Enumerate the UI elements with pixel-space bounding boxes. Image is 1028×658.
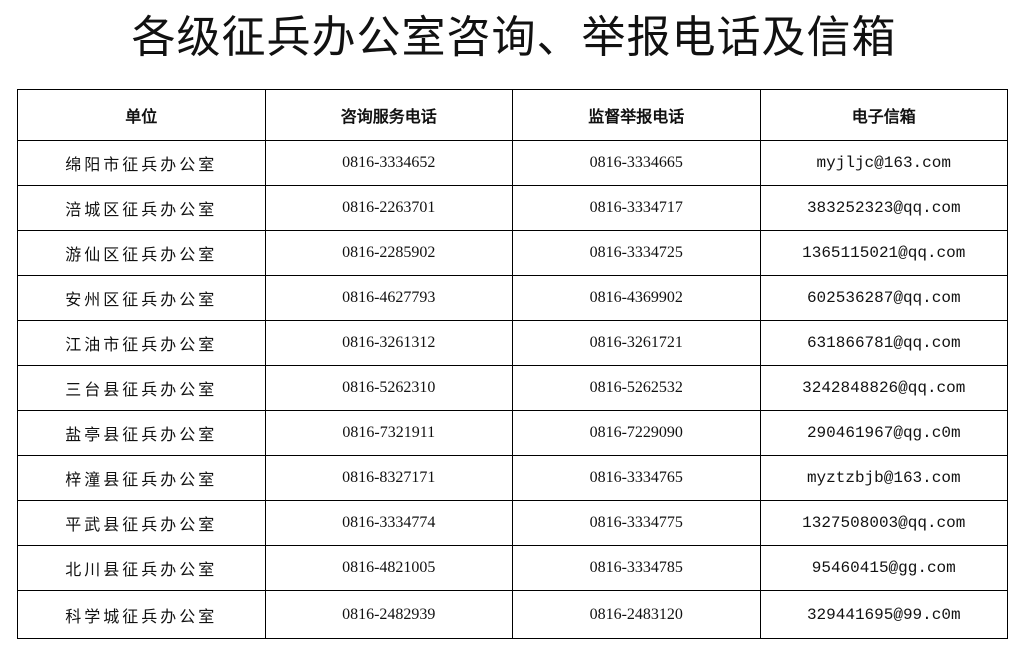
cell-consult-phone: 0816-2263701 [264,185,513,231]
cell-report-phone: 0816-3334725 [512,230,761,276]
cell-unit: 梓潼县征兵办公室 [17,455,266,501]
cell-report-phone: 0816-4369902 [512,275,761,321]
cell-report-phone: 0816-3334785 [512,545,761,591]
cell-email: 1365115021@qq.com [759,230,1008,276]
header-consult-phone: 咨询服务电话 [264,89,513,141]
table-row: 平武县征兵办公室 0816-3334774 0816-3334775 13275080… [17,500,1008,546]
table-row: 江油市征兵办公室 0816-3261312 0816-3261721 63186678… [17,320,1008,366]
cell-unit: 盐亭县征兵办公室 [17,410,266,456]
cell-email: myztzbjb@163.com [759,455,1008,501]
table-row: 科学城征兵办公室 0816-2482939 0816-2483120 32944169… [17,590,1008,639]
cell-report-phone: 0816-3334775 [512,500,761,546]
cell-unit: 涪城区征兵办公室 [17,185,266,231]
cell-email: 631866781@qq.com [759,320,1008,366]
cell-unit: 三台县征兵办公室 [17,365,266,411]
cell-consult-phone: 0816-2285902 [264,230,513,276]
table-row: 游仙区征兵办公室 0816-2285902 0816-3334725 13651150… [17,230,1008,276]
header-unit: 单位 [17,89,266,141]
cell-consult-phone: 0816-3334652 [264,140,513,186]
cell-unit: 游仙区征兵办公室 [17,230,266,276]
cell-report-phone: 0816-7229090 [512,410,761,456]
table-row: 安州区征兵办公室 0816-4627793 0816-4369902 60253628… [17,275,1008,321]
table-row: 三台县征兵办公室 0816-5262310 0816-5262532 32428488… [17,365,1008,411]
cell-unit: 科学城征兵办公室 [17,590,266,639]
cell-unit: 绵阳市征兵办公室 [17,140,266,186]
cell-email: 3242848826@qq.com [759,365,1008,411]
cell-consult-phone: 0816-2482939 [264,590,513,639]
cell-consult-phone: 0816-4627793 [264,275,513,321]
table-row: 盐亭县征兵办公室 0816-7321911 0816-7229090 29046196… [17,410,1008,456]
cell-consult-phone: 0816-3261312 [264,320,513,366]
cell-report-phone: 0816-3334765 [512,455,761,501]
cell-report-phone: 0816-2483120 [512,590,761,639]
cell-email: myjljc@163.com [759,140,1008,186]
cell-consult-phone: 0816-5262310 [264,365,513,411]
cell-report-phone: 0816-3334717 [512,185,761,231]
cell-email: 290461967@qg.c0m [759,410,1008,456]
cell-report-phone: 0816-5262532 [512,365,761,411]
table-row: 绵阳市征兵办公室 0816-3334652 0816-3334665 myjljc@1… [17,140,1008,186]
cell-email: 329441695@99.c0m [759,590,1008,639]
cell-email: 383252323@qq.com [759,185,1008,231]
cell-email: 602536287@qq.com [759,275,1008,321]
table-row: 北川县征兵办公室 0816-4821005 0816-3334785 95460415… [17,545,1008,591]
page-title: 各级征兵办公室咨询、举报电话及信箱 [131,12,897,63]
cell-unit: 江油市征兵办公室 [17,320,266,366]
contact-table: 单位 咨询服务电话 监督举报电话 电子信箱 绵阳市征兵办公室 0816-33346… [17,89,1008,639]
cell-unit: 安州区征兵办公室 [17,275,266,321]
header-email: 电子信箱 [759,89,1008,141]
cell-email: 95460415@gg.com [759,545,1008,591]
table-row: 梓潼县征兵办公室 0816-8327171 0816-3334765 myztzbjb… [17,455,1008,501]
cell-consult-phone: 0816-4821005 [264,545,513,591]
header-report-phone: 监督举报电话 [512,89,761,141]
cell-unit: 北川县征兵办公室 [17,545,266,591]
cell-consult-phone: 0816-3334774 [264,500,513,546]
cell-unit: 平武县征兵办公室 [17,500,266,546]
cell-email: 1327508003@qq.com [759,500,1008,546]
cell-report-phone: 0816-3334665 [512,140,761,186]
cell-report-phone: 0816-3261721 [512,320,761,366]
table-header-row: 单位 咨询服务电话 监督举报电话 电子信箱 [17,89,1008,141]
table-row: 涪城区征兵办公室 0816-2263701 0816-3334717 38325232… [17,185,1008,231]
cell-consult-phone: 0816-7321911 [264,410,513,456]
cell-consult-phone: 0816-8327171 [264,455,513,501]
